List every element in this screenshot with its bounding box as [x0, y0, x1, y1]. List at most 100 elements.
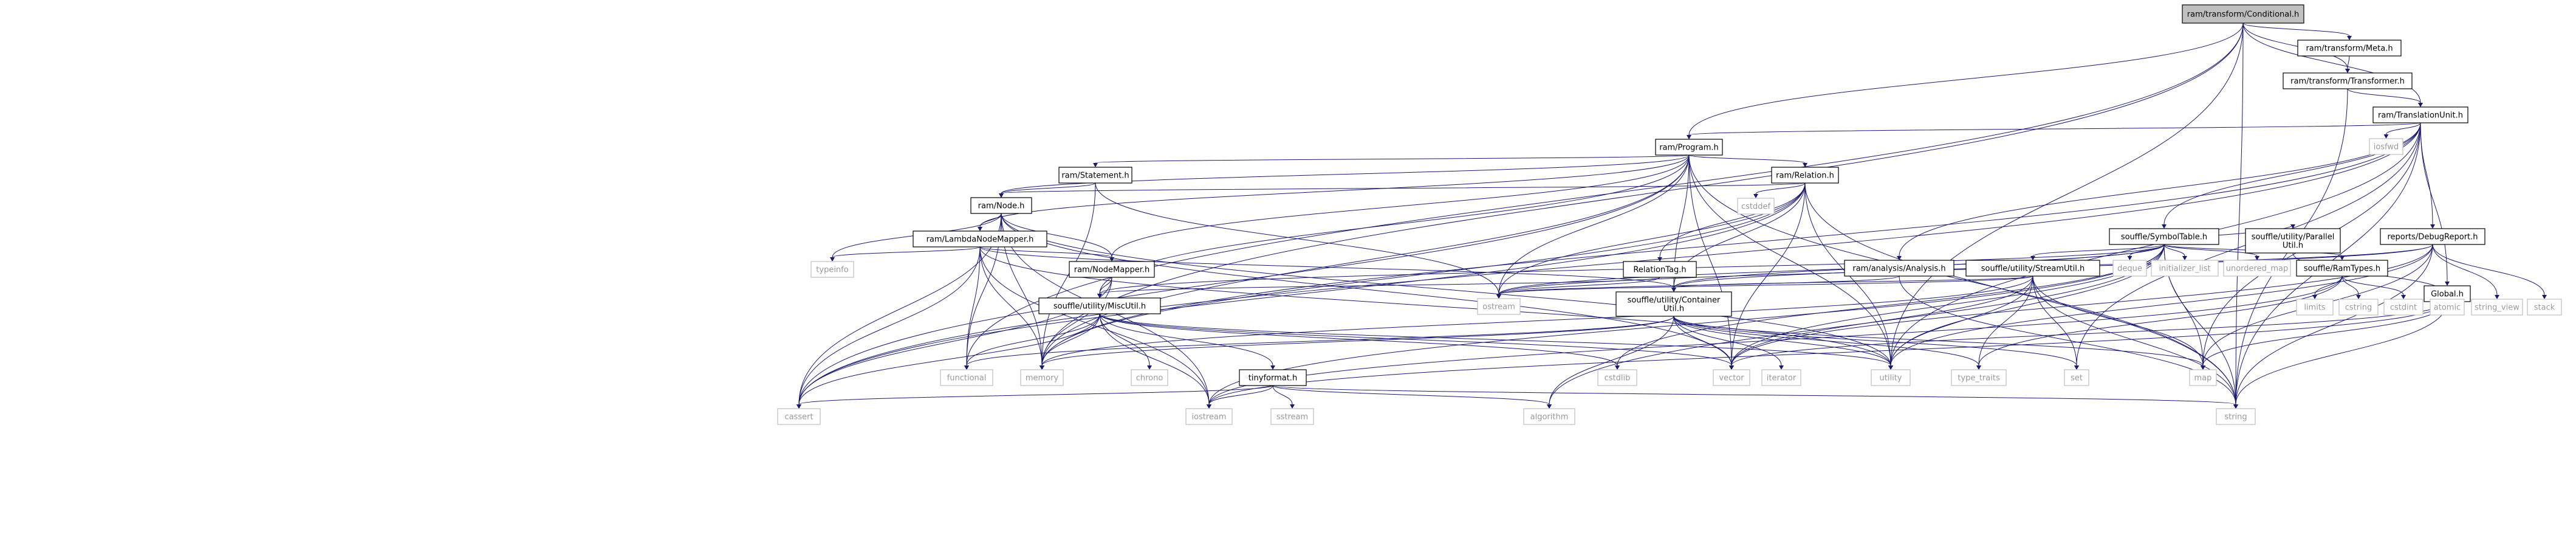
node-label: souffle/SymbolTable.h [2121, 233, 2207, 242]
edge-tunit-to-global [2420, 122, 2450, 286]
node-box [1871, 369, 1911, 386]
node-label: initializer_list [2159, 265, 2210, 274]
node-box [1523, 408, 1575, 425]
node-program[interactable]: ram/Program.h [1655, 139, 1723, 156]
edge-statement-to-ostream [1095, 182, 1501, 299]
node-ramtypes[interactable]: souffle/RamTypes.h [2296, 260, 2388, 277]
node-label: functional [947, 374, 987, 383]
node-debugrep[interactable]: reports/DebugReport.h [2380, 228, 2485, 245]
node-label: chrono [1136, 374, 1163, 383]
edge-debugrep-to-stack [2432, 244, 2547, 299]
edge-debugrep-to-stringview [2432, 244, 2499, 299]
node-label: souffle/utility/StreamUtil.h [1981, 265, 2085, 274]
edge-miscutil-to-cstdlib [1099, 313, 1620, 370]
node-cstdlib: cstdlib [1597, 369, 1637, 386]
node-box [1185, 408, 1233, 425]
node-reltag[interactable]: RelationTag.h [1623, 261, 1697, 278]
node-box [2064, 369, 2089, 386]
node-meta[interactable]: ram/transform/Meta.h [2297, 40, 2402, 57]
node-relation[interactable]: ram/Relation.h [1771, 167, 1839, 184]
edge-relation-to-reltag [1657, 182, 1806, 261]
edge-tunit-to-symtab [2162, 122, 2421, 229]
node-tunit[interactable]: ram/TranslationUnit.h [2372, 106, 2468, 123]
node-label: memory [1026, 374, 1059, 383]
node-label: algorithm [1530, 413, 1569, 422]
node-tinyformat[interactable]: tinyformat.h [1239, 369, 1307, 386]
node-lambda[interactable]: ram/LambdaNodeMapper.h [913, 230, 1047, 248]
node-box [2369, 138, 2403, 155]
node-box [940, 369, 993, 386]
node-box [2296, 299, 2334, 316]
node-vector: vector [1713, 369, 1750, 386]
node-node[interactable]: ram/Node.h [970, 197, 1032, 214]
node-box [2372, 106, 2468, 123]
node-cstddef: cstddef [1737, 198, 1775, 215]
edge-cond-to-string [2233, 22, 2244, 409]
node-box [1761, 369, 1801, 386]
node-box [1655, 139, 1723, 156]
node-nodemapper[interactable]: ram/NodeMapper.h [1069, 261, 1155, 278]
node-label: reports/DebugReport.h [2387, 233, 2478, 242]
node-box [970, 197, 1032, 214]
node-limits: limits [2296, 299, 2334, 316]
node-box [2245, 228, 2341, 254]
edge-global-to-iostream [1207, 301, 2448, 409]
node-box [2297, 40, 2402, 57]
node-iostream: iostream [1185, 408, 1233, 425]
edge-tunit-to-debugrep [2420, 122, 2435, 229]
node-box [1737, 198, 1775, 215]
node-ostream: ostream [1477, 298, 1521, 315]
edge-cond-to-program [1687, 22, 2244, 139]
node-label: cstddef [1741, 202, 1771, 212]
node-label: string_view [2475, 303, 2519, 313]
node-functional: functional [940, 369, 993, 386]
edge-miscutil-to-tinyformat [1099, 313, 1275, 370]
edge-relation-to-node [999, 182, 1806, 198]
node-cond[interactable]: ram/transform/Conditional.h [2182, 4, 2304, 24]
node-box [2182, 4, 2304, 24]
edge-container-to-functional [964, 316, 1674, 370]
edge-program-to-statement [1093, 154, 1690, 167]
edge-lambda-to-typeinfo [830, 246, 981, 261]
node-box [1951, 369, 2007, 386]
edge-container-to-set [1673, 316, 2079, 370]
node-unordmap: unordered_map [2223, 260, 2291, 277]
node-box [1771, 167, 1839, 184]
node-memory: memory [1020, 369, 1064, 386]
edge-streamutil-to-ostream [1496, 275, 2033, 299]
node-label: iosfwd [2374, 143, 2399, 152]
node-algorithm: algorithm [1523, 408, 1575, 425]
node-label: ram/NodeMapper.h [1074, 266, 1150, 275]
edge-streamutil-to-string [2032, 275, 2238, 409]
node-label: map [2194, 374, 2212, 383]
node-cstring: cstring [2338, 299, 2379, 316]
node-label: souffle/utility/MiscUtil.h [1053, 302, 1146, 311]
edge-cond-to-meta [2242, 22, 2352, 40]
node-map: map [2189, 369, 2217, 386]
node-iterator: iterator [1761, 369, 1801, 386]
node-streamutil[interactable]: souffle/utility/StreamUtil.h [1965, 260, 2100, 277]
edge-cond-to-tunit [2242, 22, 2423, 107]
node-cassert: cassert [777, 408, 821, 425]
node-label: ram/transform/Meta.h [2306, 44, 2393, 54]
edge-tinyformat-to-iostream [1207, 385, 1273, 409]
node-statement[interactable]: ram/Statement.h [1058, 167, 1132, 184]
node-label: Global.h [2431, 290, 2464, 299]
edge-miscutil-to-iostream [1099, 313, 1211, 409]
node-box [1239, 369, 1307, 386]
node-box [2223, 260, 2291, 277]
node-utility: utility [1871, 369, 1911, 386]
edge-symtab-to-unordmap [2163, 244, 2259, 260]
node-analysis[interactable]: ram/analysis/Analysis.h [1844, 260, 1954, 277]
node-transformer[interactable]: ram/transform/Transformer.h [2283, 72, 2413, 89]
edge-nodemapper-to-cassert [796, 277, 1112, 409]
node-miscutil[interactable]: souffle/utility/MiscUtil.h [1038, 297, 1161, 314]
node-label: Util.h [1663, 305, 1684, 314]
node-box [1615, 291, 1732, 317]
edge-global-to-string [2233, 301, 2448, 409]
node-symtab[interactable]: souffle/SymbolTable.h [2109, 228, 2219, 245]
edge-miscutil-to-chrono [1099, 313, 1152, 370]
